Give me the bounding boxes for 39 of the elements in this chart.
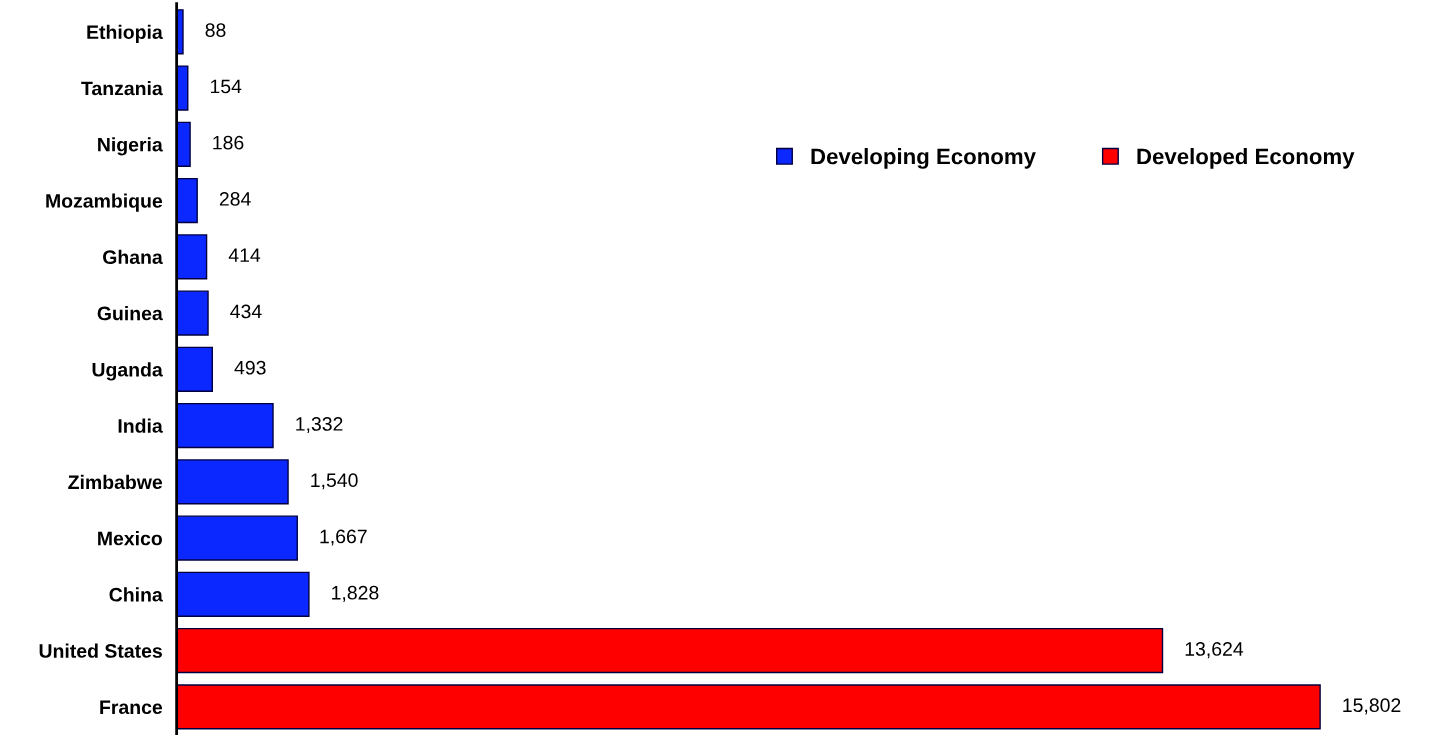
bar: [176, 121, 191, 167]
y-tick-label: France: [100, 700, 163, 715]
y-tick-label: China: [109, 587, 163, 602]
y-tick-label: Ghana: [103, 249, 163, 265]
y-tick-label: United States: [39, 643, 162, 658]
data-label: 1,540: [311, 473, 358, 490]
y-tick-label: Mozambique: [46, 193, 163, 212]
bar: [176, 684, 1321, 730]
bar: [176, 234, 208, 280]
bar: [176, 459, 289, 505]
y-tick-label: Zimbabwe: [68, 474, 163, 490]
y-tick-label: Tanzania: [81, 81, 163, 96]
data-label: 88: [205, 23, 226, 38]
data-label: 13,624: [1185, 642, 1244, 659]
bar: [176, 515, 298, 561]
bar: [176, 402, 274, 449]
y-tick-label: Guinea: [97, 306, 163, 321]
data-label: 493: [234, 360, 266, 375]
data-label: 1,667: [320, 529, 367, 546]
legend-label: Developing Economy: [811, 148, 1036, 169]
y-tick-label: Mexico: [98, 531, 162, 546]
bar: [176, 346, 213, 392]
data-label: 154: [210, 79, 242, 94]
data-label: 186: [213, 135, 244, 150]
y-tick-label: Ethiopia: [87, 24, 163, 43]
y-tick-label: Uganda: [92, 362, 163, 381]
legend-label: Developed Economy: [1137, 148, 1355, 169]
y-tick-label: Nigeria: [98, 137, 163, 156]
bar: [176, 290, 209, 336]
data-label: 414: [228, 248, 261, 262]
data-label: 15,802: [1343, 698, 1401, 715]
data-label: 284: [219, 192, 251, 206]
bar: [176, 177, 198, 224]
data-label: 1,332: [296, 417, 343, 434]
data-label: 1,828: [332, 585, 379, 602]
y-tick-label: India: [118, 418, 163, 433]
bar: [176, 571, 310, 617]
data-label: 434: [230, 304, 262, 319]
bar: [176, 627, 1164, 674]
